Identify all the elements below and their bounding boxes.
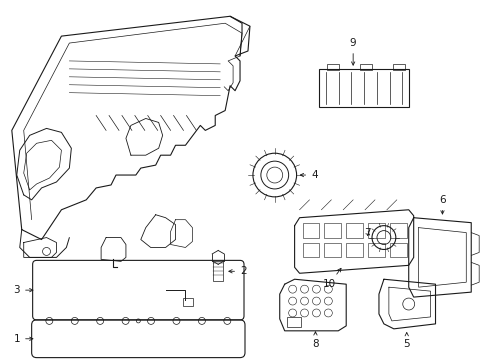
Text: 9: 9 bbox=[349, 38, 356, 65]
Bar bbox=[359, 64, 371, 70]
Text: 7: 7 bbox=[363, 228, 369, 238]
Text: 8: 8 bbox=[311, 332, 318, 349]
Text: 3: 3 bbox=[14, 285, 33, 295]
Bar bbox=[213, 261, 223, 281]
Bar bbox=[326, 64, 339, 70]
Bar bbox=[389, 243, 406, 257]
Bar bbox=[183, 298, 193, 306]
Bar bbox=[324, 223, 341, 238]
Text: 4: 4 bbox=[300, 170, 317, 180]
Bar bbox=[367, 243, 384, 257]
Bar bbox=[346, 243, 362, 257]
Bar bbox=[389, 223, 406, 238]
Text: 2: 2 bbox=[228, 266, 246, 276]
Bar bbox=[367, 223, 384, 238]
Text: 5: 5 bbox=[403, 333, 409, 349]
Bar bbox=[346, 223, 362, 238]
Bar bbox=[302, 243, 319, 257]
Text: 6: 6 bbox=[438, 195, 445, 214]
Text: 1: 1 bbox=[14, 334, 33, 344]
Text: 10: 10 bbox=[322, 268, 340, 289]
Bar bbox=[319, 69, 408, 107]
Bar bbox=[286, 317, 300, 327]
Bar bbox=[324, 243, 341, 257]
Bar bbox=[302, 223, 319, 238]
Bar bbox=[392, 64, 404, 70]
